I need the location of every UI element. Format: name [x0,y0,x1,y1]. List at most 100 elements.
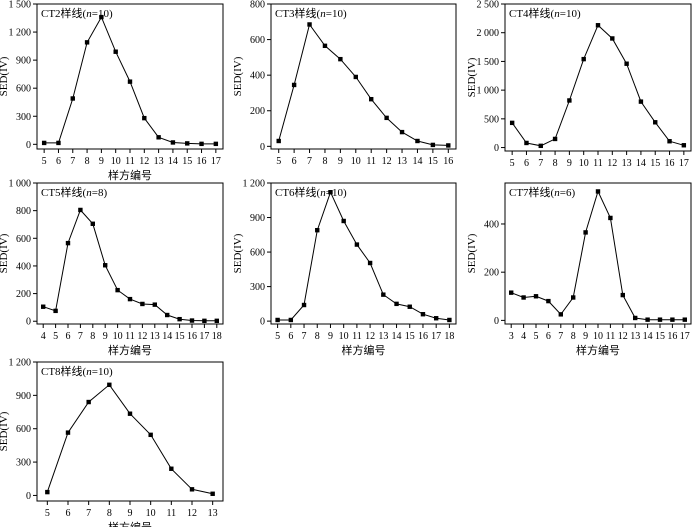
x-tick-label: 11 [125,156,135,167]
panel-title-suffix: =10) [560,8,581,20]
x-tick-label: 16 [418,331,428,342]
data-point [633,315,638,321]
data-point [381,292,386,297]
data-point [307,22,312,27]
panel-title: CT2样线(n=10) [41,6,113,20]
panel-title-suffix: =6) [560,187,576,199]
data-point [620,292,625,298]
data-point [90,221,95,226]
x-tick-label: 5 [510,158,515,169]
data-point [667,139,672,144]
x-tick-label: 8 [315,331,320,342]
data-point [538,143,543,149]
data-point [433,316,439,321]
x-tick-label: 8 [85,156,90,167]
x-tick-label: 6 [66,508,71,519]
data-point [115,287,120,293]
chart-panel-3: CT4样线(n=10) 5 6 7 8 9 10 11 12 13 14 15 16 17 0 500 1 00… [466,0,692,169]
plot-frame [36,361,224,502]
chart-panel-5: CT6样线(n=10) 5 6 7 8 9 10 11 12 13 14 15 16 17 18 0 300 60… [232,179,457,357]
data-point [148,432,153,438]
data-point [99,14,104,20]
panel-title-n: n [554,187,560,199]
x-tick-label: 12 [139,156,149,167]
x-tick-label: 15 [175,331,185,342]
x-tick-label: 10 [113,331,123,342]
data-point [354,242,360,247]
x-tick-label: 7 [86,508,91,519]
x-tick-label: 15 [655,331,665,342]
y-tick-label: 800 [250,0,265,11]
data-point [165,312,170,318]
data-point [189,487,195,492]
data-point [189,318,195,323]
x-tick-label: 7 [70,156,75,167]
x-tick-label: 17 [199,331,209,342]
y-tick-label: 0 [260,142,265,153]
data-point [608,215,613,221]
x-tick-label: 6 [524,158,529,169]
y-tick-label: 2 000 [477,28,500,39]
x-tick-label: 13 [154,156,164,167]
y-tick-label: 800 [16,206,31,217]
data-point [384,115,389,121]
y-tick-label: 0 [494,143,499,154]
x-tick-label: 16 [197,156,207,167]
x-tick-label: 11 [606,331,616,342]
x-tick-label: 6 [288,331,293,342]
x-tick-label: 13 [378,331,388,342]
x-tick-label: 10 [111,156,121,167]
x-tick-label: 8 [322,156,327,167]
data-point [199,141,204,147]
x-tick-label: 5 [534,331,539,342]
series-line [278,23,449,146]
data-point [276,138,281,144]
y-tick-label: 300 [16,458,31,469]
x-tick-label: 9 [338,156,343,167]
data-point [420,312,426,317]
x-axis-title: 样方编号 [576,343,620,357]
data-point [288,317,294,323]
x-tick-label: 3 [509,331,514,342]
data-point [301,302,307,308]
data-point [315,227,320,233]
x-tick-label: 8 [107,508,112,519]
data-point [341,218,346,224]
x-tick-label: 17 [211,156,221,167]
data-point [78,207,83,213]
chart-panel-4: CT5样线(n=8) 4 5 6 7 8 9 10 11 12 13 14 15 16 17 18 0 200 40… [0,179,224,357]
panel-title: CT3样线(n=10) [275,6,347,20]
panel-title-n: n [554,8,560,20]
data-point [185,141,190,146]
x-tick-label: 8 [90,331,95,342]
data-point [546,298,551,304]
y-tick-label: 600 [16,424,31,435]
data-point [152,302,157,307]
x-axis-title: 样方编号 [108,343,152,357]
y-tick-label: 900 [16,56,31,67]
data-point [524,140,529,146]
data-point [446,143,451,148]
y-tick-label: 600 [16,234,31,245]
data-point [595,189,601,194]
series-line [511,24,684,147]
plot-frame [504,182,692,325]
series-line [277,190,450,321]
data-point [107,382,112,387]
x-tick-label: 4 [521,331,526,342]
panel-title: CT8样线(n=10) [41,364,113,378]
x-tick-label: 5 [276,156,281,167]
y-tick-label: 200 [250,106,265,117]
panel-title-n: n [320,8,326,20]
data-point [127,411,133,416]
y-tick-label: 600 [250,248,265,259]
x-tick-label: 9 [99,156,104,167]
y-axis-title: SED(IV) [0,56,10,96]
data-point [84,40,90,45]
data-point [624,61,629,66]
x-tick-label: 7 [78,331,83,342]
x-tick-label: 12 [187,508,197,519]
data-point [210,491,215,496]
x-tick-label: 7 [538,158,543,169]
data-point [214,318,219,324]
